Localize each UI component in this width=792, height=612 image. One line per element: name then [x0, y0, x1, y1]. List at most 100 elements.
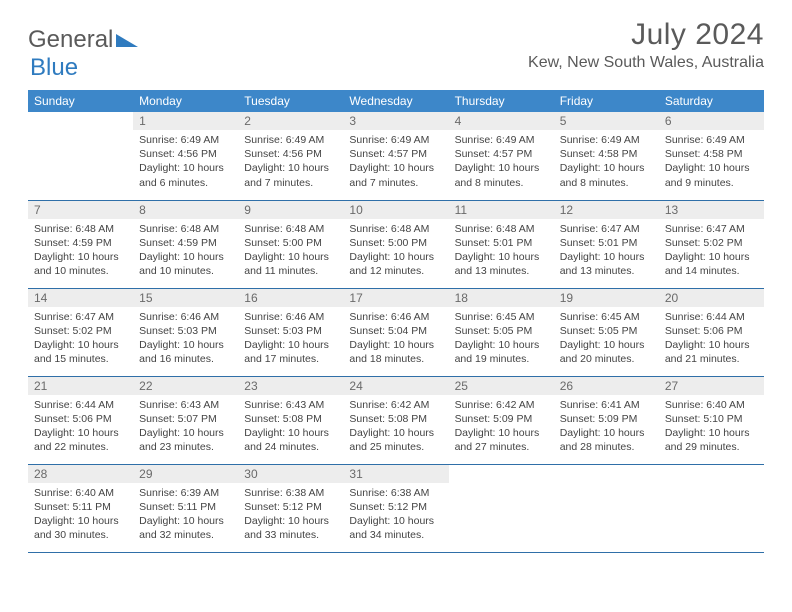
- sunset-text: Sunset: 4:56 PM: [244, 147, 337, 161]
- brand-part1: General: [28, 26, 113, 54]
- calendar-cell: 15Sunrise: 6:46 AMSunset: 5:03 PMDayligh…: [133, 288, 238, 376]
- sunrise-text: Sunrise: 6:46 AM: [139, 310, 232, 324]
- day-header: Sunday: [28, 90, 133, 112]
- daylight-text: Daylight: 10 hours and 23 minutes.: [139, 426, 232, 454]
- daylight-text: Daylight: 10 hours and 16 minutes.: [139, 338, 232, 366]
- calendar-cell: 1Sunrise: 6:49 AMSunset: 4:56 PMDaylight…: [133, 112, 238, 200]
- day-details: Sunrise: 6:49 AMSunset: 4:58 PMDaylight:…: [659, 130, 764, 196]
- day-details: Sunrise: 6:49 AMSunset: 4:57 PMDaylight:…: [449, 130, 554, 196]
- sunset-text: Sunset: 5:08 PM: [349, 412, 442, 426]
- day-header: Friday: [554, 90, 659, 112]
- calendar-cell: 13Sunrise: 6:47 AMSunset: 5:02 PMDayligh…: [659, 200, 764, 288]
- day-number: 28: [28, 465, 133, 483]
- calendar-cell: 18Sunrise: 6:45 AMSunset: 5:05 PMDayligh…: [449, 288, 554, 376]
- day-details: Sunrise: 6:49 AMSunset: 4:58 PMDaylight:…: [554, 130, 659, 196]
- day-details: Sunrise: 6:46 AMSunset: 5:03 PMDaylight:…: [238, 307, 343, 373]
- day-details: Sunrise: 6:48 AMSunset: 5:01 PMDaylight:…: [449, 219, 554, 285]
- sunrise-text: Sunrise: 6:48 AM: [455, 222, 548, 236]
- calendar-cell: 8Sunrise: 6:48 AMSunset: 4:59 PMDaylight…: [133, 200, 238, 288]
- title-block: July 2024 Kew, New South Wales, Australi…: [528, 18, 764, 72]
- daylight-text: Daylight: 10 hours and 7 minutes.: [244, 161, 337, 189]
- calendar-cell: 9Sunrise: 6:48 AMSunset: 5:00 PMDaylight…: [238, 200, 343, 288]
- day-number: 6: [659, 112, 764, 130]
- calendar-head: SundayMondayTuesdayWednesdayThursdayFrid…: [28, 90, 764, 112]
- day-number: [659, 465, 764, 483]
- sunset-text: Sunset: 5:11 PM: [139, 500, 232, 514]
- daylight-text: Daylight: 10 hours and 20 minutes.: [560, 338, 653, 366]
- sunrise-text: Sunrise: 6:44 AM: [34, 398, 127, 412]
- day-details: Sunrise: 6:41 AMSunset: 5:09 PMDaylight:…: [554, 395, 659, 461]
- sunset-text: Sunset: 4:57 PM: [455, 147, 548, 161]
- sunrise-text: Sunrise: 6:47 AM: [560, 222, 653, 236]
- day-number: [28, 112, 133, 130]
- sunset-text: Sunset: 5:00 PM: [244, 236, 337, 250]
- calendar-cell: 20Sunrise: 6:44 AMSunset: 5:06 PMDayligh…: [659, 288, 764, 376]
- sunset-text: Sunset: 5:04 PM: [349, 324, 442, 338]
- sunrise-text: Sunrise: 6:49 AM: [244, 133, 337, 147]
- sunset-text: Sunset: 5:02 PM: [665, 236, 758, 250]
- sunrise-text: Sunrise: 6:47 AM: [665, 222, 758, 236]
- sunrise-text: Sunrise: 6:45 AM: [560, 310, 653, 324]
- daylight-text: Daylight: 10 hours and 13 minutes.: [455, 250, 548, 278]
- calendar-cell: 2Sunrise: 6:49 AMSunset: 4:56 PMDaylight…: [238, 112, 343, 200]
- calendar-week-row: 7Sunrise: 6:48 AMSunset: 4:59 PMDaylight…: [28, 200, 764, 288]
- location-label: Kew, New South Wales, Australia: [528, 54, 764, 72]
- daylight-text: Daylight: 10 hours and 24 minutes.: [244, 426, 337, 454]
- day-number: 22: [133, 377, 238, 395]
- calendar-cell: 5Sunrise: 6:49 AMSunset: 4:58 PMDaylight…: [554, 112, 659, 200]
- sunset-text: Sunset: 4:59 PM: [139, 236, 232, 250]
- sunset-text: Sunset: 5:01 PM: [455, 236, 548, 250]
- calendar-cell: 19Sunrise: 6:45 AMSunset: 5:05 PMDayligh…: [554, 288, 659, 376]
- daylight-text: Daylight: 10 hours and 29 minutes.: [665, 426, 758, 454]
- day-header: Monday: [133, 90, 238, 112]
- month-title: July 2024: [528, 18, 764, 52]
- daylight-text: Daylight: 10 hours and 21 minutes.: [665, 338, 758, 366]
- day-number: 3: [343, 112, 448, 130]
- sunrise-text: Sunrise: 6:49 AM: [349, 133, 442, 147]
- calendar-cell: 21Sunrise: 6:44 AMSunset: 5:06 PMDayligh…: [28, 376, 133, 464]
- day-number: 20: [659, 289, 764, 307]
- calendar-cell: 11Sunrise: 6:48 AMSunset: 5:01 PMDayligh…: [449, 200, 554, 288]
- calendar-cell: 4Sunrise: 6:49 AMSunset: 4:57 PMDaylight…: [449, 112, 554, 200]
- sunset-text: Sunset: 5:07 PM: [139, 412, 232, 426]
- day-details: Sunrise: 6:47 AMSunset: 5:02 PMDaylight:…: [28, 307, 133, 373]
- calendar-cell: 6Sunrise: 6:49 AMSunset: 4:58 PMDaylight…: [659, 112, 764, 200]
- day-details: Sunrise: 6:48 AMSunset: 4:59 PMDaylight:…: [133, 219, 238, 285]
- sunrise-text: Sunrise: 6:39 AM: [139, 486, 232, 500]
- day-details: Sunrise: 6:38 AMSunset: 5:12 PMDaylight:…: [343, 483, 448, 549]
- calendar-cell: 29Sunrise: 6:39 AMSunset: 5:11 PMDayligh…: [133, 464, 238, 552]
- sunset-text: Sunset: 5:10 PM: [665, 412, 758, 426]
- day-details: Sunrise: 6:45 AMSunset: 5:05 PMDaylight:…: [449, 307, 554, 373]
- sunset-text: Sunset: 4:56 PM: [139, 147, 232, 161]
- day-details: Sunrise: 6:46 AMSunset: 5:04 PMDaylight:…: [343, 307, 448, 373]
- daylight-text: Daylight: 10 hours and 28 minutes.: [560, 426, 653, 454]
- day-header-row: SundayMondayTuesdayWednesdayThursdayFrid…: [28, 90, 764, 112]
- daylight-text: Daylight: 10 hours and 12 minutes.: [349, 250, 442, 278]
- sunrise-text: Sunrise: 6:49 AM: [560, 133, 653, 147]
- sunrise-text: Sunrise: 6:40 AM: [665, 398, 758, 412]
- calendar-cell: 22Sunrise: 6:43 AMSunset: 5:07 PMDayligh…: [133, 376, 238, 464]
- day-number: 25: [449, 377, 554, 395]
- day-details: Sunrise: 6:44 AMSunset: 5:06 PMDaylight:…: [28, 395, 133, 461]
- calendar-cell: 31Sunrise: 6:38 AMSunset: 5:12 PMDayligh…: [343, 464, 448, 552]
- sunrise-text: Sunrise: 6:48 AM: [34, 222, 127, 236]
- daylight-text: Daylight: 10 hours and 11 minutes.: [244, 250, 337, 278]
- brand-logo: General: [28, 18, 138, 54]
- sunrise-text: Sunrise: 6:41 AM: [560, 398, 653, 412]
- day-details: Sunrise: 6:38 AMSunset: 5:12 PMDaylight:…: [238, 483, 343, 549]
- sunset-text: Sunset: 5:06 PM: [34, 412, 127, 426]
- day-number: 11: [449, 201, 554, 219]
- day-number: 14: [28, 289, 133, 307]
- calendar-week-row: 1Sunrise: 6:49 AMSunset: 4:56 PMDaylight…: [28, 112, 764, 200]
- day-details: Sunrise: 6:40 AMSunset: 5:11 PMDaylight:…: [28, 483, 133, 549]
- sunset-text: Sunset: 5:09 PM: [455, 412, 548, 426]
- calendar-body: 1Sunrise: 6:49 AMSunset: 4:56 PMDaylight…: [28, 112, 764, 552]
- day-number: 21: [28, 377, 133, 395]
- calendar-cell: 24Sunrise: 6:42 AMSunset: 5:08 PMDayligh…: [343, 376, 448, 464]
- calendar-week-row: 28Sunrise: 6:40 AMSunset: 5:11 PMDayligh…: [28, 464, 764, 552]
- day-header: Wednesday: [343, 90, 448, 112]
- sunset-text: Sunset: 5:03 PM: [139, 324, 232, 338]
- day-number: [554, 465, 659, 483]
- sunset-text: Sunset: 4:58 PM: [665, 147, 758, 161]
- sunrise-text: Sunrise: 6:38 AM: [244, 486, 337, 500]
